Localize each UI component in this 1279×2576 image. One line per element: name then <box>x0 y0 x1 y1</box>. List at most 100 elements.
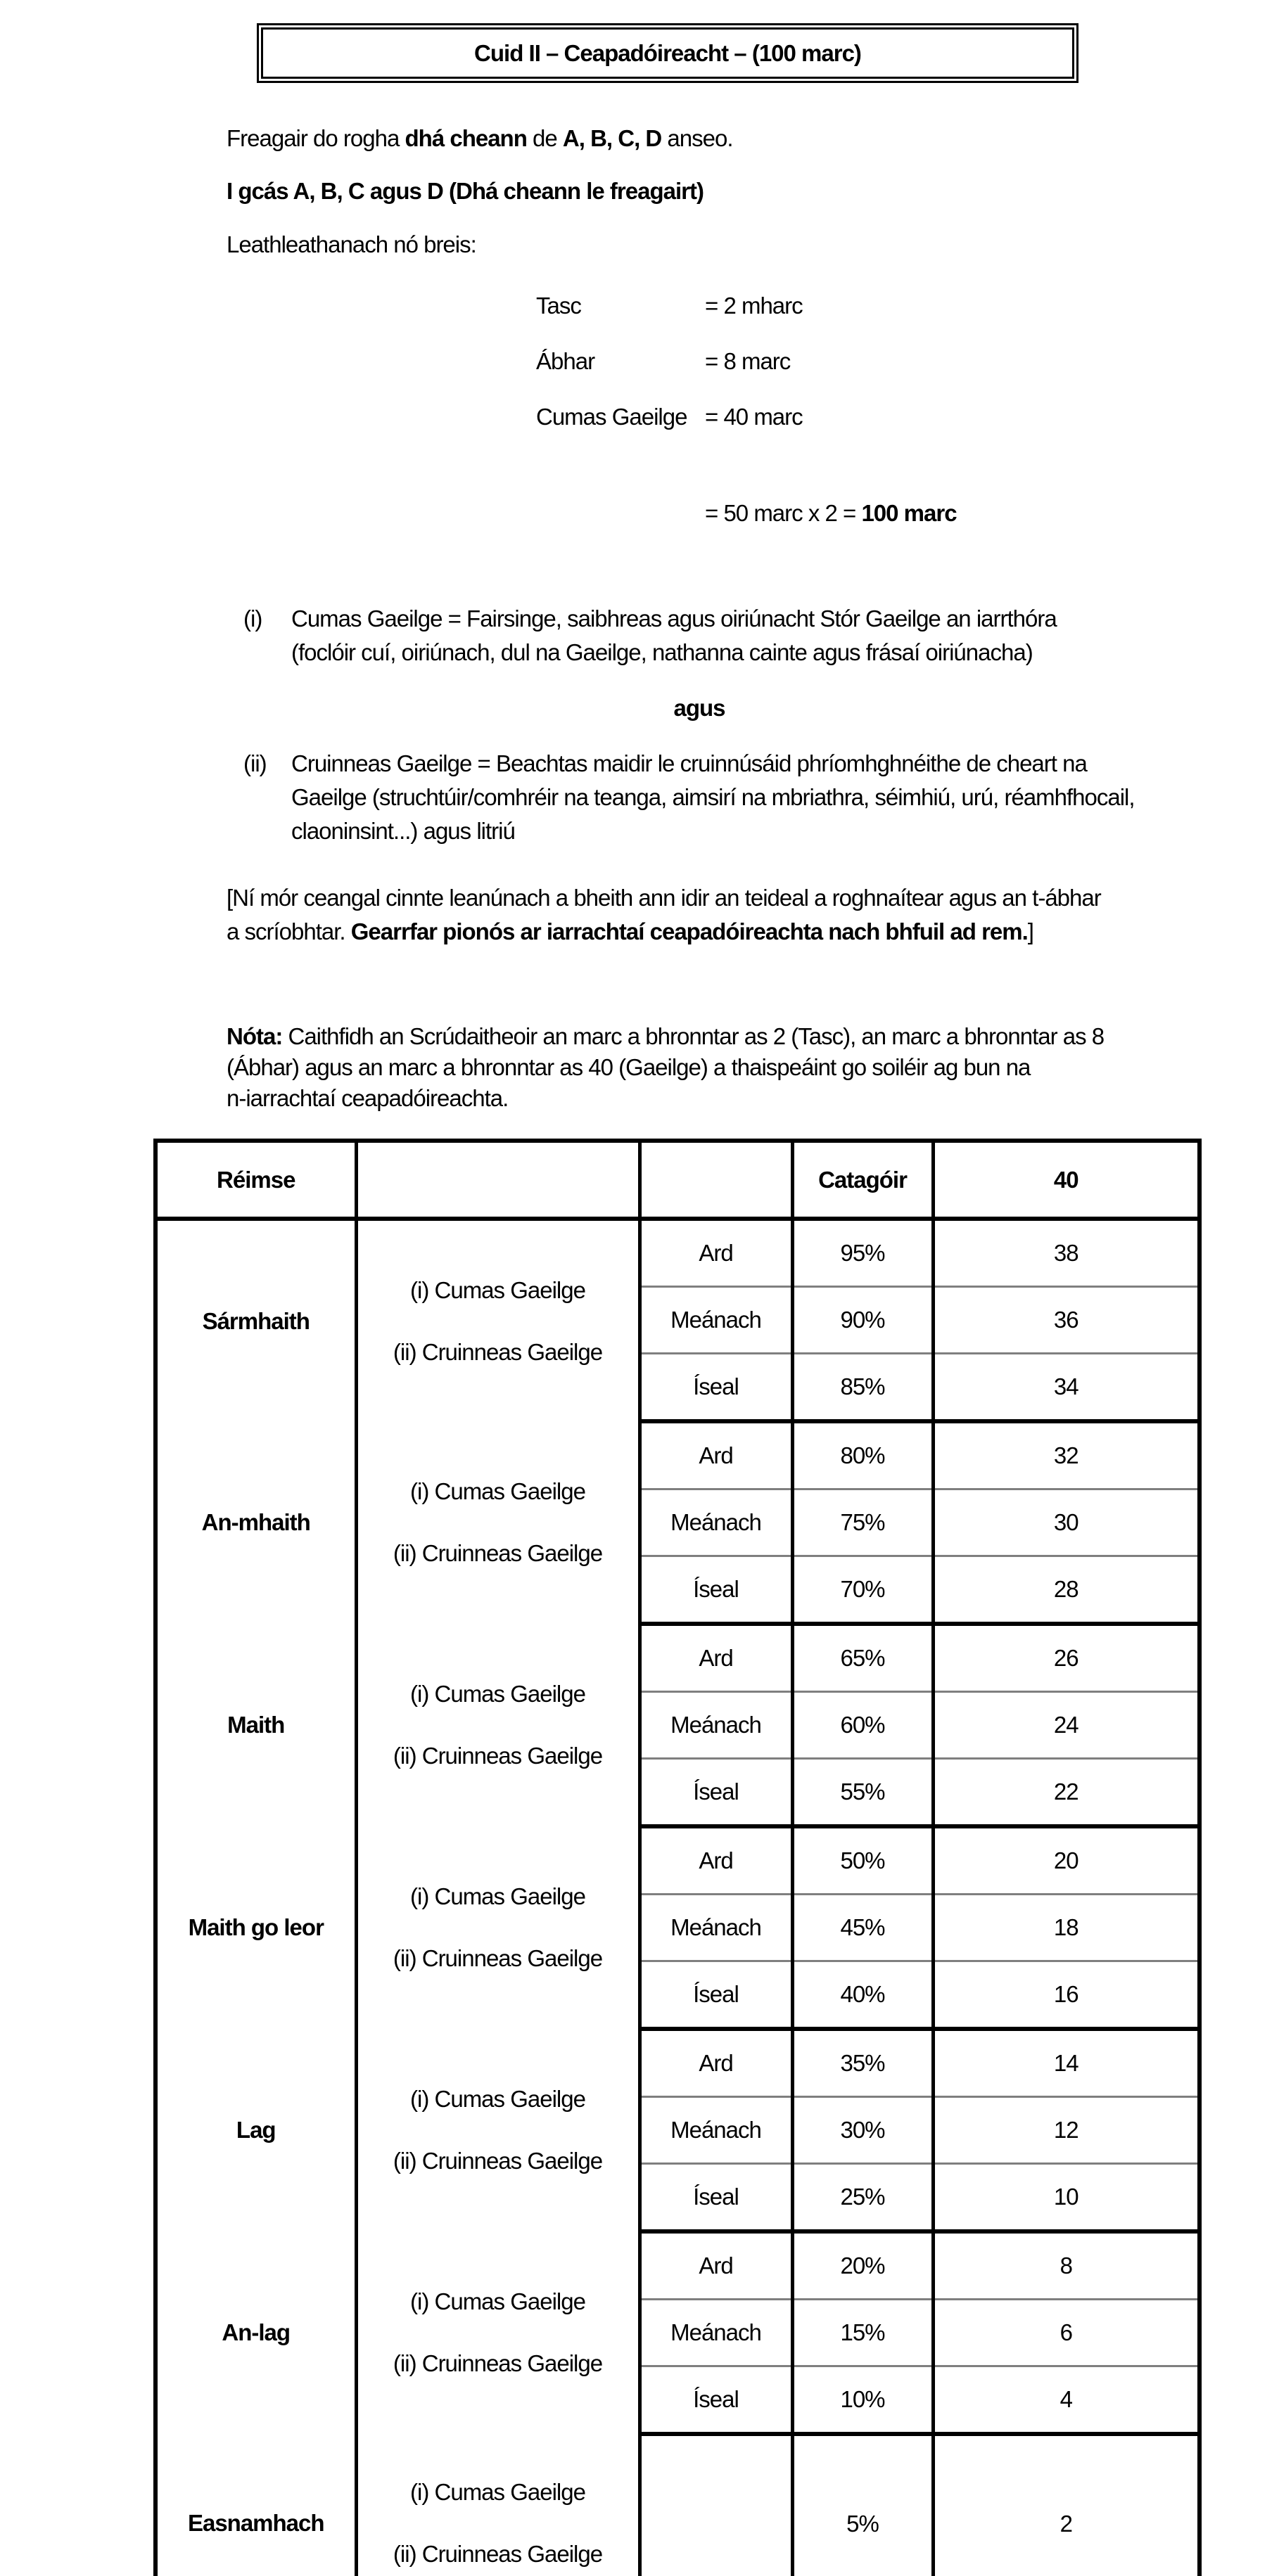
marks-total-line: = 50 marc x 2 = 100 marc <box>705 496 1279 530</box>
item-i-line1: Cumas Gaeilge = Fairsinge, saibhreas agu… <box>291 605 1057 632</box>
criteria-line-1: (i) Cumas Gaeilge <box>410 1681 586 1707</box>
warning-line2-text: a scríobhtar. <box>227 918 351 944</box>
percent-cell: 15% <box>790 2298 935 2366</box>
range-name-cell: An-lag <box>153 2231 358 2434</box>
note-label: Nóta: <box>227 1023 283 1049</box>
mark-cell: 32 <box>931 1421 1202 1489</box>
criteria-cell: (i) Cumas Gaeilge (ii) Cruinneas Gaeilge <box>354 1826 642 2029</box>
percent-cell: 75% <box>790 1488 935 1556</box>
percent-cell: 25% <box>790 2162 935 2234</box>
item-ii-line3: claoninsint...) agus litriú <box>291 818 516 844</box>
criteria-line-1: (i) Cumas Gaeilge <box>410 1883 586 1909</box>
half-page-line: Leathleathanach nó breis: <box>227 231 477 257</box>
marks-total-bold: 100 marc <box>861 500 957 526</box>
percent-cell: 35% <box>790 2029 935 2097</box>
marks-row: Cumas Gaeilge = 40 marc <box>227 400 1279 434</box>
table-row: Meánach 30% 12 <box>155 2096 1202 2164</box>
criteria-line-1: (i) Cumas Gaeilge <box>410 2478 586 2505</box>
header-cell-criteria <box>354 1141 642 1221</box>
table-row: Íseal 25% 10 <box>155 2162 1202 2234</box>
criterion-item-ii: (ii) Cruinneas Gaeilge = Beachtas maidir… <box>227 747 1279 848</box>
item-i-line2: (foclóir cuí, oiriúnach, dul na Gaeilge,… <box>291 639 1033 665</box>
table-row: Maith go leor (i) Cumas Gaeilge (ii) Cruin… <box>153 1826 1202 2029</box>
criteria-line-1: (i) Cumas Gaeilge <box>410 1276 586 1303</box>
table-row: An-mhaith (i) Cumas Gaeilge (ii) Cruinneas… <box>153 1421 1202 1624</box>
level-cell: Ard <box>637 2029 794 2097</box>
page-title: Cuid II – Ceapadóireacht – (100 marc) <box>474 39 862 66</box>
mark-cell: 12 <box>931 2096 1202 2164</box>
marks-value: = 40 marc <box>705 404 803 430</box>
instruction-text: Freagair do rogha <box>227 125 405 151</box>
instruction-text: de <box>526 125 563 151</box>
mark-cell: 36 <box>931 1286 1202 1354</box>
level-cell: Ard <box>637 1624 794 1692</box>
marks-value: = 2 mharc <box>705 293 803 319</box>
criteria-line-2: (ii) Cruinneas Gaeilge <box>393 2350 603 2376</box>
penalty-warning: [Ní mór ceangal cinnte leanúnach a bheit… <box>227 881 1279 949</box>
mark-cell: 8 <box>931 2231 1202 2300</box>
range-name-cell: An-mhaith <box>153 1421 358 1624</box>
item-ii-line1: Cruinneas Gaeilge = Beachtas maidir le c… <box>291 750 1088 776</box>
criteria-line-1: (i) Cumas Gaeilge <box>410 2288 586 2314</box>
mark-cell: 26 <box>931 1624 1202 1692</box>
table-row: Íseal 40% 16 <box>155 1960 1202 2031</box>
criteria-cell: (i) Cumas Gaeilge (ii) Cruinneas Gaeilge <box>354 1219 642 1421</box>
warning-line2-close: ] <box>1027 918 1034 944</box>
percent-cell: 50% <box>790 1826 935 1895</box>
marks-value: = 8 marc <box>705 348 791 374</box>
criteria-cell: (i) Cumas Gaeilge (ii) Cruinneas Gaeilge <box>354 1624 642 1826</box>
document-content: Freagair do rogha dhá cheann de A, B, C,… <box>227 122 1279 1114</box>
level-cell: Meánach <box>637 1893 794 1961</box>
percent-cell: 20% <box>790 2231 935 2300</box>
table-row: An-lag (i) Cumas Gaeilge (ii) Cruinneas Ga… <box>153 2231 1202 2434</box>
level-cell: Íseal <box>637 2162 794 2234</box>
percent-cell: 60% <box>790 1691 935 1759</box>
level-cell: Meánach <box>637 2298 794 2366</box>
marking-table-body: Réimse Catagóir 40 Sármhaith (i) Cumas Ga… <box>153 1141 1202 2576</box>
header-cell-40: 40 <box>931 1141 1202 1221</box>
percent-cell: 95% <box>790 1219 935 1287</box>
examiner-note: Nóta: Caithfidh an Scrúdaitheoir an marc… <box>227 1021 1279 1114</box>
mark-cell: 18 <box>931 1893 1202 1961</box>
title-box: Cuid II – Ceapadóireacht – (100 marc) <box>257 23 1078 83</box>
criteria-line-2: (ii) Cruinneas Gaeilge <box>393 1945 603 1971</box>
agus-connector: agus <box>673 695 725 721</box>
percent-cell: 80% <box>790 1421 935 1489</box>
level-cell: Meánach <box>637 1286 794 1354</box>
range-name-cell: Lag <box>153 2029 358 2231</box>
percent-cell: 70% <box>790 1555 935 1626</box>
level-cell <box>637 2434 794 2576</box>
mark-cell: 24 <box>931 1691 1202 1759</box>
mark-cell: 22 <box>931 1757 1202 1828</box>
marks-row: Ábhar = 8 marc <box>227 345 1279 378</box>
table-row: Sármhaith (i) Cumas Gaeilge (ii) Cruinneas… <box>153 1219 1202 1421</box>
table-row: Meánach 75% 30 <box>155 1488 1202 1556</box>
criterion-item-i: (i) Cumas Gaeilge = Fairsinge, saibhreas… <box>227 602 1279 669</box>
table-row: Íseal 85% 34 <box>155 1352 1202 1423</box>
marks-label: Tasc <box>536 293 582 319</box>
mark-cell: 20 <box>931 1826 1202 1895</box>
range-name-cell: Maith <box>153 1624 358 1826</box>
criteria-line-2: (ii) Cruinneas Gaeilge <box>393 2540 603 2567</box>
mark-cell: 34 <box>931 1352 1202 1423</box>
item-marker-i: (i) <box>243 605 262 632</box>
note-line2: (Ábhar) agus an marc a bhronntar as 40 (… <box>227 1054 1031 1080</box>
criteria-cell: (i) Cumas Gaeilge (ii) Cruinneas Gaeilge <box>354 2029 642 2231</box>
level-cell: Íseal <box>637 2365 794 2436</box>
criteria-line-1: (i) Cumas Gaeilge <box>410 1478 586 1504</box>
header-cell-level <box>637 1141 794 1221</box>
range-name-cell: Easnamhach <box>153 2434 358 2576</box>
mark-cell: 4 <box>931 2365 1202 2436</box>
instruction-text: anseo. <box>661 125 733 151</box>
range-name-cell: Maith go leor <box>153 1826 358 2029</box>
percent-cell: 55% <box>790 1757 935 1828</box>
level-cell: Ard <box>637 1826 794 1895</box>
percent-cell: 40% <box>790 1960 935 2031</box>
table-row: Lag (i) Cumas Gaeilge (ii) Cruinneas Gaeil… <box>153 2029 1202 2231</box>
level-cell: Ard <box>637 2231 794 2300</box>
criteria-line-2: (ii) Cruinneas Gaeilge <box>393 2148 603 2174</box>
instruction-bold-options: A, B, C, D <box>562 125 662 151</box>
table-row: Meánach 90% 36 <box>155 1286 1202 1354</box>
mark-cell: 30 <box>931 1488 1202 1556</box>
